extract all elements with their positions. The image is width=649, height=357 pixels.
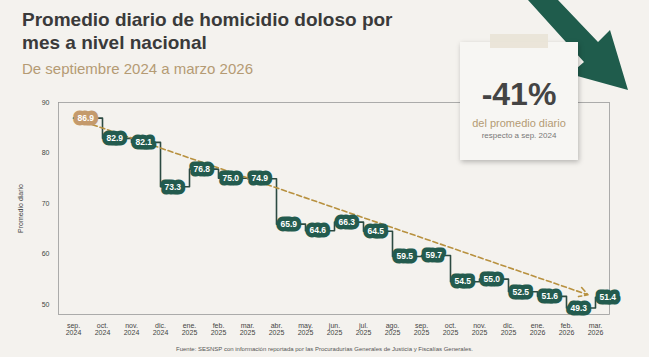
svg-text:ene.2025: ene.2025 xyxy=(182,322,198,336)
svg-text:Promedio diario: Promedio diario xyxy=(17,184,24,233)
svg-text:nov.2024: nov.2024 xyxy=(124,322,140,336)
svg-text:52.5: 52.5 xyxy=(513,287,530,297)
svg-text:oct.2025: oct.2025 xyxy=(443,322,459,336)
svg-text:51.6: 51.6 xyxy=(542,291,559,301)
svg-text:mar.2025: mar.2025 xyxy=(240,322,256,336)
svg-text:sep.2025: sep.2025 xyxy=(414,322,430,336)
svg-text:90: 90 xyxy=(42,99,50,106)
svg-text:nov.2025: nov.2025 xyxy=(472,322,488,336)
svg-text:64.6: 64.6 xyxy=(310,225,327,235)
svg-text:66.3: 66.3 xyxy=(339,217,356,227)
svg-text:50: 50 xyxy=(42,301,50,308)
svg-text:mar.2026: mar.2026 xyxy=(588,322,604,336)
svg-text:sep.2024: sep.2024 xyxy=(66,322,82,336)
svg-text:60: 60 xyxy=(42,250,50,257)
html-text:Fuente: SESNSP con información: Fuente: SESNSP con información reportada… xyxy=(176,346,473,352)
svg-text:86.9: 86.9 xyxy=(78,113,95,123)
svg-text:59.7: 59.7 xyxy=(426,250,443,260)
svg-text:dic.2024: dic.2024 xyxy=(153,322,169,336)
svg-text:abr.2025: abr.2025 xyxy=(269,322,285,336)
svg-text:54.5: 54.5 xyxy=(455,276,472,286)
svg-text:76.8: 76.8 xyxy=(194,164,211,174)
html-text:del promedio diario: del promedio diario xyxy=(472,117,566,129)
svg-text:feb.2026: feb.2026 xyxy=(559,322,575,336)
html-text:-41%: -41% xyxy=(481,76,557,112)
svg-text:jun.2025: jun.2025 xyxy=(327,322,343,336)
svg-text:59.5: 59.5 xyxy=(397,251,414,261)
svg-text:55.0: 55.0 xyxy=(484,274,501,284)
svg-text:82.1: 82.1 xyxy=(136,137,153,147)
svg-text:51.4: 51.4 xyxy=(600,292,617,302)
svg-text:64.5: 64.5 xyxy=(368,226,385,236)
svg-text:oct.2024: oct.2024 xyxy=(95,322,111,336)
svg-text:65.9: 65.9 xyxy=(281,219,298,229)
html-text:De septiembre 2024 a marzo 202: De septiembre 2024 a marzo 2026 xyxy=(22,60,253,77)
svg-text:73.3: 73.3 xyxy=(165,182,182,192)
svg-text:ene.2026: ene.2026 xyxy=(530,322,546,336)
svg-text:jul.2025: jul.2025 xyxy=(356,322,372,336)
html-text:respecto a sep. 2024: respecto a sep. 2024 xyxy=(481,131,557,140)
svg-text:ago.2025: ago.2025 xyxy=(385,322,401,336)
svg-text:may.2025: may.2025 xyxy=(298,322,314,336)
html-text:Promedio diario de homicidio d: Promedio diario de homicidio doloso por … xyxy=(22,9,393,53)
svg-text:49.3: 49.3 xyxy=(571,303,588,313)
svg-text:82.9: 82.9 xyxy=(107,133,124,143)
svg-text:74.9: 74.9 xyxy=(252,173,269,183)
svg-text:feb.2025: feb.2025 xyxy=(211,322,227,336)
svg-text:80: 80 xyxy=(42,149,50,156)
svg-text:dic.2025: dic.2025 xyxy=(501,322,517,336)
svg-text:70: 70 xyxy=(42,200,50,207)
svg-text:75.0: 75.0 xyxy=(223,173,240,183)
